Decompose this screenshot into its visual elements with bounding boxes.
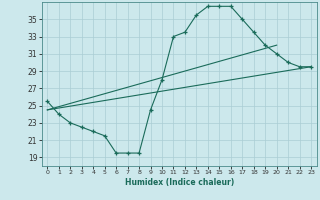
- X-axis label: Humidex (Indice chaleur): Humidex (Indice chaleur): [124, 178, 234, 187]
